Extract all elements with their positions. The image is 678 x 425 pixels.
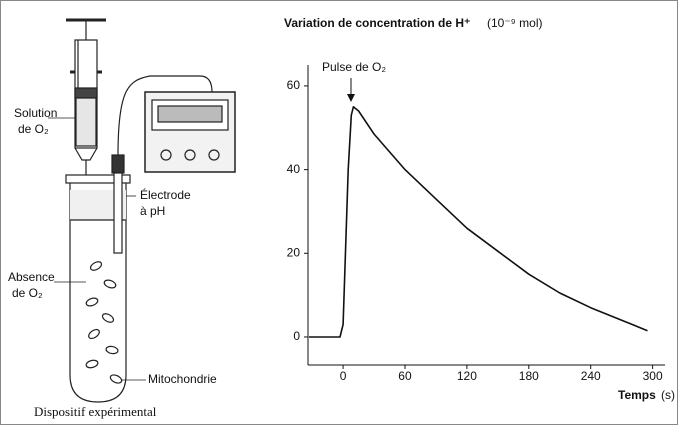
x-label: Temps xyxy=(618,388,656,402)
y-unit: (10⁻⁹ mol) xyxy=(487,16,542,30)
caption: Dispositif expérimental xyxy=(34,404,157,419)
label: Absence xyxy=(8,270,55,284)
label: de O₂ xyxy=(18,122,49,136)
chart-title: Variation de concentration de H⁺ xyxy=(284,16,470,30)
y-tick-label: 20 xyxy=(287,245,301,259)
y-tick-label: 0 xyxy=(293,329,300,343)
y-tick-label: 40 xyxy=(287,162,301,176)
x-unit: (s) xyxy=(661,388,675,402)
apparatus xyxy=(48,18,236,403)
x-tick-label: 120 xyxy=(457,369,477,383)
x-tick-label: 60 xyxy=(398,369,412,383)
label: Électrode xyxy=(140,187,191,202)
label: Mitochondrie xyxy=(148,372,217,386)
label: de O₂ xyxy=(12,286,43,300)
x-tick-label: 300 xyxy=(643,369,663,383)
x-tick-label: 180 xyxy=(519,369,539,383)
label: à pH xyxy=(140,204,165,218)
annotation-arrowhead xyxy=(347,94,355,102)
x-tick-label: 0 xyxy=(340,369,347,383)
data-line xyxy=(309,106,648,338)
x-tick-label: 240 xyxy=(581,369,601,383)
y-tick-label: 60 xyxy=(287,78,301,92)
label: Solution xyxy=(14,106,57,120)
annotation: Pulse de O₂ xyxy=(322,60,386,74)
